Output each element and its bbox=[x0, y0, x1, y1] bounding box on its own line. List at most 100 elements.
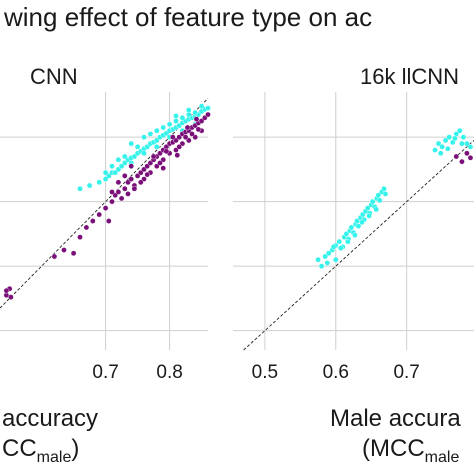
x-tick-label: 0.7 bbox=[393, 362, 419, 383]
scatter-point-series-1 bbox=[176, 144, 182, 150]
scatter-point-series-1 bbox=[163, 148, 170, 155]
plot-area-right bbox=[233, 92, 474, 351]
figure-title: wing effect of feature type on ac bbox=[3, 2, 372, 32]
plot-area-left bbox=[0, 92, 211, 350]
x-ticks-right: 0.5 0.6 0.7 bbox=[252, 362, 420, 383]
scatter-point-series-0 bbox=[446, 134, 452, 140]
scatter-point-series-1 bbox=[102, 205, 109, 211]
scatter-point-series-0 bbox=[147, 131, 154, 137]
scatter-point-series-0 bbox=[364, 205, 371, 211]
panel-left: CNN 0.7 0.8 accuracy CCmale) bbox=[0, 64, 211, 466]
scatter-point-series-0 bbox=[173, 113, 179, 119]
x-axis-label-left-line2: CCmale) bbox=[2, 435, 79, 466]
scatter-point-series-0 bbox=[134, 144, 141, 150]
scatter-point-series-1 bbox=[464, 150, 470, 157]
scatter-point-series-1 bbox=[106, 218, 112, 224]
scatter-point-series-1 bbox=[8, 294, 14, 300]
scatter-point-series-0 bbox=[382, 191, 389, 197]
scatter-point-series-1 bbox=[118, 195, 125, 202]
scatter-point-series-1 bbox=[96, 211, 102, 218]
x-axis-label-right-line2: (MCCmale bbox=[362, 435, 459, 466]
scatter-point-series-0 bbox=[435, 140, 442, 147]
x-ticks-left: 0.7 0.8 bbox=[92, 362, 182, 383]
scatter-point-series-1 bbox=[115, 179, 122, 186]
panel-left-title: CNN bbox=[30, 64, 78, 89]
scatter-point-series-0 bbox=[381, 185, 387, 192]
scatter-point-series-0 bbox=[318, 263, 325, 269]
scatter-point-series-0 bbox=[122, 153, 128, 160]
scatter-point-series-0 bbox=[160, 124, 166, 131]
scatter-point-series-1 bbox=[467, 154, 474, 161]
scatter-point-series-1 bbox=[169, 134, 176, 140]
x-axis-label-right: Male accura bbox=[330, 405, 461, 432]
scatter-point-series-0 bbox=[141, 134, 147, 140]
scatter-point-series-1 bbox=[3, 287, 10, 294]
scatter-point-series-0 bbox=[109, 163, 115, 169]
scatter-point-series-1 bbox=[90, 218, 96, 224]
scatter-point-series-0 bbox=[459, 140, 465, 147]
scatter-point-series-0 bbox=[352, 232, 358, 238]
scatter-point-series-0 bbox=[460, 134, 467, 140]
scatter-point-series-0 bbox=[332, 256, 339, 263]
scatter-point-series-0 bbox=[322, 253, 328, 260]
scatter-point-series-1 bbox=[115, 189, 122, 195]
scatter-point-series-1 bbox=[131, 185, 138, 192]
scatter-point-series-0 bbox=[96, 179, 102, 186]
scatter-point-series-0 bbox=[343, 231, 350, 237]
scatter-point-series-0 bbox=[337, 245, 344, 251]
scatter-point-series-0 bbox=[192, 109, 198, 116]
scatter-point-series-1 bbox=[144, 171, 150, 178]
scatter-point-series-0 bbox=[198, 103, 205, 109]
scatter-point-series-1 bbox=[128, 163, 134, 169]
scatter-point-series-0 bbox=[359, 219, 365, 226]
scatter-point-series-0 bbox=[369, 198, 376, 205]
scatter-point-series-0 bbox=[437, 150, 444, 157]
scatter-point-series-0 bbox=[444, 145, 451, 152]
scatter-point-series-1 bbox=[137, 179, 144, 186]
scatter-point-series-1 bbox=[453, 153, 460, 160]
scatter-point-series-0 bbox=[128, 140, 134, 147]
scatter-point-series-1 bbox=[128, 176, 134, 182]
scatter-point-series-0 bbox=[315, 256, 321, 263]
scatter-point-series-0 bbox=[355, 223, 362, 229]
scatter-point-series-1 bbox=[122, 173, 128, 179]
x-tick-label: 0.6 bbox=[323, 362, 349, 383]
scatter-point-series-0 bbox=[467, 144, 474, 150]
scatter-point-series-1 bbox=[109, 198, 115, 205]
scatter-point-series-0 bbox=[457, 127, 463, 134]
scatter-point-series-1 bbox=[205, 111, 211, 118]
panel-right: 16k llCNN 0.5 0.6 0.7 Male accura (MCCmale bbox=[233, 64, 474, 466]
scatter-point-series-0 bbox=[166, 121, 173, 128]
scatter-point-series-1 bbox=[70, 250, 77, 257]
scatter-point-series-1 bbox=[160, 165, 166, 171]
scatter-point-series-1 bbox=[184, 124, 191, 131]
scatter-point-series-1 bbox=[193, 116, 200, 122]
scatter-point-series-0 bbox=[442, 137, 449, 144]
scatter-point-series-0 bbox=[330, 243, 337, 250]
scatter-point-series-0 bbox=[452, 135, 458, 142]
scatter-point-series-0 bbox=[375, 192, 382, 198]
scatter-point-series-1 bbox=[174, 152, 181, 159]
identity-line bbox=[0, 98, 209, 309]
scatter-point-series-1 bbox=[459, 158, 465, 165]
scatter-point-series-1 bbox=[125, 191, 131, 197]
scatter-point-series-0 bbox=[345, 238, 351, 245]
scatter-point-series-0 bbox=[325, 250, 332, 257]
scatter-point-series-1 bbox=[51, 253, 58, 260]
scatter-point-series-0 bbox=[432, 147, 438, 153]
scatter-point-series-0 bbox=[102, 169, 109, 176]
scatter-point-series-0 bbox=[153, 127, 160, 134]
scatter-point-series-1 bbox=[83, 224, 90, 231]
scatter-point-series-0 bbox=[205, 105, 211, 111]
scatter-point-series-1 bbox=[182, 134, 189, 140]
scatter-point-series-1 bbox=[109, 189, 115, 195]
scatter-point-series-1 bbox=[122, 185, 128, 192]
x-tick-label: 0.5 bbox=[252, 362, 278, 383]
x-axis-label-left: accuracy bbox=[2, 405, 98, 432]
x-tick-label: 0.8 bbox=[156, 362, 182, 383]
scatter-point-series-0 bbox=[336, 238, 343, 245]
scatter-point-series-0 bbox=[324, 260, 331, 266]
scatter-point-series-0 bbox=[366, 213, 372, 219]
scatter-point-series-0 bbox=[373, 206, 379, 213]
